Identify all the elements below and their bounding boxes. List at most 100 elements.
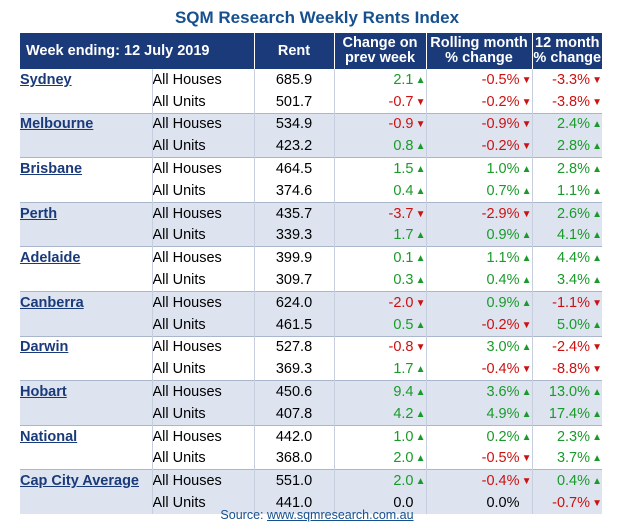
up-arrow-icon: ▲: [521, 275, 532, 287]
rent-header: Rent: [254, 33, 335, 69]
weekly-change-value: -0.9: [388, 116, 414, 133]
up-arrow-icon: ▲: [592, 408, 603, 420]
down-arrow-icon: ▼: [415, 208, 426, 220]
rolling-month-change-value: 0.0%: [486, 495, 520, 512]
twelve-month-change-value: 3.7%: [556, 450, 591, 467]
weekly-change-cell: 0.3 ▲: [334, 269, 427, 292]
twelve-month-change-value: 0.4%: [556, 473, 591, 490]
city-link[interactable]: Cap City Average: [20, 469, 153, 493]
rolling-month-change-cell: -0.4% ▼: [426, 469, 533, 493]
rolling-month-change-cell: 0.4% ▲: [426, 269, 533, 292]
rolling-month-change-value: 3.0%: [486, 339, 520, 356]
twelve-month-change-cell: 5.0% ▲: [532, 313, 603, 337]
rolling-month-change-cell: 0.2% ▲: [426, 424, 533, 448]
rolling-month-change-cell: -0.9% ▼: [426, 112, 533, 136]
city-link[interactable]: Melbourne: [20, 112, 153, 136]
weekly-change-value: 2.0: [393, 450, 414, 467]
rent-value: 551.0: [254, 469, 335, 493]
up-arrow-icon: ▲: [521, 342, 532, 354]
header-row: Week ending: 12 July 2019 Rent Change on…: [20, 33, 603, 69]
table-row: Perth All Houses 435.7 -3.7 ▼ -2.9% ▼ 2.6% ▲: [20, 201, 603, 225]
twelve-month-change-value: 2.6%: [556, 205, 591, 222]
dwelling-type: All Houses: [152, 290, 255, 314]
table-row: All Units 369.3 1.7 ▲ -0.4% ▼ -8.8% ▼: [20, 358, 602, 381]
down-arrow-icon: ▼: [521, 141, 532, 153]
rolling-month-change-value: -0.2%: [481, 138, 520, 155]
dwelling-type: All Houses: [152, 335, 255, 359]
city-link: [20, 358, 153, 381]
table-row: Brisbane All Houses 464.5 1.5 ▲ 1.0% ▲ 2.8% ▲: [20, 157, 603, 180]
city-link[interactable]: National: [20, 424, 153, 448]
dwelling-type: All Houses: [152, 69, 255, 91]
table-title: SQM Research Weekly Rents Index: [174, 8, 460, 27]
rolling-month-change-value: 4.9%: [486, 405, 520, 422]
dwelling-type: All Houses: [152, 157, 255, 180]
rent-value: 374.6: [254, 179, 335, 203]
weekly-change-cell: 4.2 ▲: [334, 402, 427, 426]
weekly-change-value: -0.8: [388, 339, 414, 356]
down-arrow-icon: ▼: [521, 96, 532, 108]
city-link: [20, 492, 153, 514]
up-arrow-icon: ▲: [592, 164, 603, 176]
dwelling-type: All Units: [152, 358, 255, 381]
up-arrow-icon: ▲: [521, 253, 532, 265]
rolling-month-change-value: 1.1%: [486, 250, 520, 267]
rolling-month-change-cell: -0.4% ▼: [426, 358, 533, 381]
city-link[interactable]: Adelaide: [20, 246, 153, 270]
up-arrow-icon: ▲: [592, 319, 603, 331]
weekly-change-cell: -0.9 ▼: [334, 112, 427, 136]
twelve-month-change-value: -2.4%: [552, 339, 591, 356]
rolling-month-change-value: 0.2%: [486, 428, 520, 445]
rolling-month-change-value: 1.0%: [486, 161, 520, 178]
rolling-month-change-cell: 3.0% ▲: [426, 335, 533, 359]
dwelling-type: All Units: [152, 313, 255, 337]
down-arrow-icon: ▼: [415, 342, 426, 354]
rent-value: 441.0: [254, 492, 335, 514]
down-arrow-icon: ▼: [415, 119, 426, 131]
rent-value: 423.2: [254, 135, 335, 158]
rolling-month-change-cell: -0.5% ▼: [426, 69, 533, 91]
weekly-change-cell: 0.1 ▲: [334, 246, 427, 270]
city-link[interactable]: Brisbane: [20, 157, 153, 180]
table-row: All Units 309.7 0.3 ▲ 0.4% ▲ 3.4% ▲: [20, 269, 602, 292]
city-link[interactable]: Sydney: [20, 69, 153, 91]
rolling-month-header: Rolling month% change: [426, 33, 533, 69]
dwelling-type: All Houses: [152, 424, 255, 448]
up-arrow-icon: ▲: [415, 185, 426, 197]
table-row: Sydney All Houses 685.9 2.1 ▲ -0.5% ▼ -3.3% ▼: [20, 69, 602, 91]
rolling-month-change-cell: -0.2% ▼: [426, 135, 533, 158]
twelve-month-change-cell: -3.3% ▼: [532, 69, 602, 91]
up-arrow-icon: ▲: [521, 387, 532, 399]
twelve-month-change-cell: -2.4% ▼: [532, 335, 603, 359]
city-link[interactable]: Canberra: [20, 290, 153, 314]
twelve-month-change-value: 2.8%: [556, 138, 591, 155]
city-link[interactable]: Darwin: [20, 335, 153, 359]
up-arrow-icon: ▲: [415, 476, 426, 488]
twelve-month-change-value: 4.1%: [556, 227, 591, 244]
up-arrow-icon: ▲: [521, 230, 532, 242]
up-arrow-icon: ▲: [415, 431, 426, 443]
twelve-month-change-value: 4.4%: [556, 250, 591, 267]
rent-value: 407.8: [254, 402, 335, 426]
weekly-change-value: 1.5: [393, 161, 414, 178]
table-row: Canberra All Houses 624.0 -2.0 ▼ 0.9% ▲ -1.1% ▼: [20, 290, 603, 314]
twelve-month-change-cell: 4.1% ▲: [532, 224, 603, 247]
rolling-month-change-value: 0.9%: [486, 227, 520, 244]
rents-table: Week ending: 12 July 2019 Rent Change on…: [20, 33, 603, 514]
rolling-month-change-value: -0.9%: [481, 116, 520, 133]
rent-value: 309.7: [254, 269, 335, 292]
twelve-month-change-cell: -1.1% ▼: [532, 290, 603, 314]
city-link: [20, 269, 153, 292]
up-arrow-icon: ▲: [592, 230, 603, 242]
up-arrow-icon: ▲: [521, 164, 532, 176]
twelve-month-change-value: -1.1%: [552, 294, 591, 311]
city-link[interactable]: Hobart: [20, 380, 153, 403]
weekly-change-value: 2.0: [393, 473, 414, 490]
twelve-month-change-cell: 3.7% ▲: [532, 448, 602, 470]
source-link[interactable]: www.sqmresearch.com.au: [266, 508, 414, 522]
table-row: All Units 441.0 0.0 0.0% -0.7% ▼: [20, 492, 603, 514]
city-link[interactable]: Perth: [20, 201, 153, 225]
weekly-change-cell: 0.8 ▲: [334, 135, 427, 158]
twelve-month-change-cell: -3.8% ▼: [532, 91, 602, 113]
dwelling-type: All Houses: [152, 112, 255, 136]
